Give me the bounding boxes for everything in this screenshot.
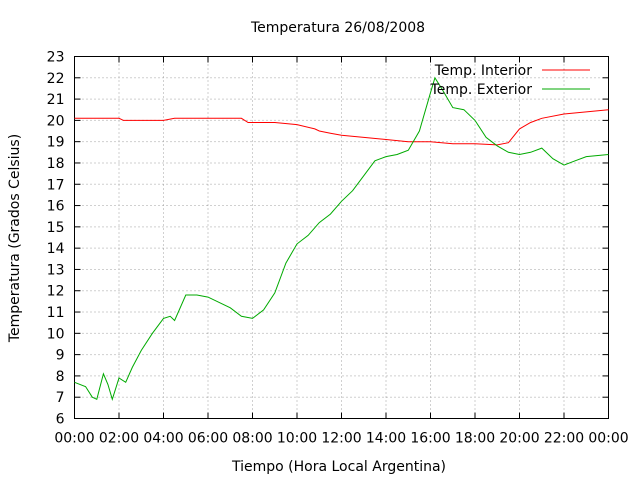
- y-tick-label: 13: [47, 262, 65, 278]
- y-tick-label: 23: [47, 50, 65, 66]
- y-tick-label: 17: [47, 177, 65, 193]
- y-tick-label: 14: [47, 241, 65, 257]
- grid: [74, 56, 609, 419]
- x-axis-label: Tiempo (Hora Local Argentina): [231, 459, 446, 475]
- y-tick-label: 11: [47, 305, 65, 321]
- x-tick-label: 20:00: [499, 431, 539, 447]
- x-tick-label: 22:00: [544, 431, 584, 447]
- x-tick-label: 06:00: [188, 431, 228, 447]
- x-tick-label: 08:00: [232, 431, 272, 447]
- x-tick-label: 14:00: [366, 431, 406, 447]
- legend-label: Temp. Interior: [434, 63, 533, 79]
- y-tick-label: 10: [47, 326, 65, 342]
- y-tick-label: 19: [47, 135, 65, 151]
- x-tick-label: 18:00: [455, 431, 495, 447]
- y-tick-label: 6: [56, 412, 65, 428]
- axis-ticks: [74, 56, 609, 419]
- y-tick-label: 16: [47, 199, 65, 215]
- y-tick-label: 18: [47, 156, 65, 172]
- y-tick-label: 22: [47, 71, 65, 87]
- series-lines: [74, 76, 609, 402]
- x-tick-label: 12:00: [321, 431, 361, 447]
- y-tick-label: 9: [56, 348, 65, 364]
- y-tick-label: 15: [47, 220, 65, 236]
- x-tick-label: 02:00: [99, 431, 139, 447]
- y-tick-label: 12: [47, 284, 65, 300]
- chart-title: Temperatura 26/08/2008: [250, 20, 425, 36]
- legend-label: Temp. Exterior: [430, 82, 533, 98]
- y-tick-label: 7: [56, 390, 65, 406]
- x-tick-label: 00:00: [54, 431, 94, 447]
- x-tick-label: 00:00: [588, 431, 628, 447]
- y-axis-label: Temperatura (Grados Celsius): [7, 134, 23, 343]
- x-tick-label: 16:00: [410, 431, 450, 447]
- series-line-exterior: [74, 76, 609, 402]
- y-tick-label: 8: [56, 369, 65, 385]
- x-tick-label: 04:00: [143, 431, 183, 447]
- y-tick-labels: 6 7 8 9 10 11 12 13 14 15 16 17 18 19 20 21 22 23: [47, 50, 65, 428]
- x-tick-label: 10:00: [277, 431, 317, 447]
- series-line-interior: [74, 109, 609, 146]
- y-tick-label: 21: [47, 92, 65, 108]
- legend: Temp. Interior Temp. Exterior: [430, 63, 590, 98]
- x-tick-labels: 00:00 02:00 04:00 06:00 08:00 10:00 12:00 14:00…: [54, 431, 628, 447]
- y-tick-label: 20: [47, 113, 65, 129]
